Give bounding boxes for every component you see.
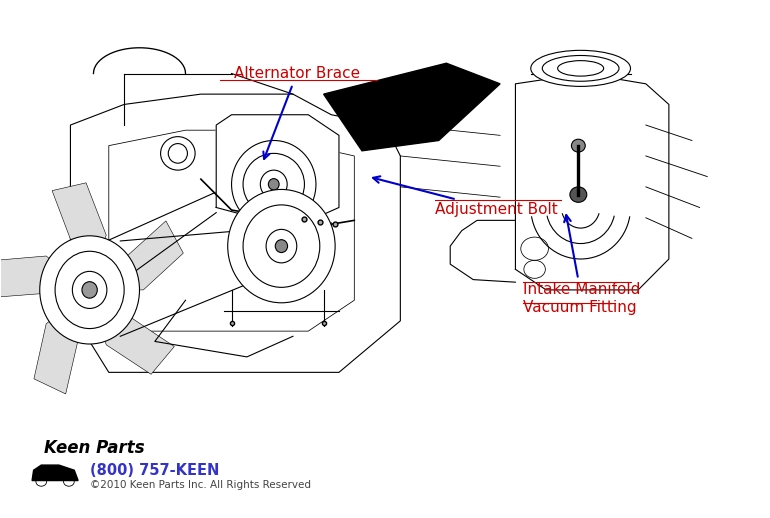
Ellipse shape (36, 477, 47, 486)
Polygon shape (34, 290, 89, 394)
Polygon shape (52, 183, 106, 290)
Polygon shape (216, 115, 339, 228)
Text: Keen Parts: Keen Parts (44, 439, 144, 457)
Polygon shape (70, 94, 400, 372)
Polygon shape (0, 256, 89, 297)
Text: Alternator Brace: Alternator Brace (234, 66, 360, 159)
Ellipse shape (228, 190, 335, 303)
Polygon shape (32, 465, 78, 481)
Ellipse shape (40, 236, 139, 344)
Text: (800) 757-KEEN: (800) 757-KEEN (89, 463, 219, 478)
Ellipse shape (64, 477, 74, 486)
Ellipse shape (571, 139, 585, 152)
Text: Intake Manifold
Vacuum Fitting: Intake Manifold Vacuum Fitting (523, 215, 641, 314)
Text: ©2010 Keen Parts Inc. All Rights Reserved: ©2010 Keen Parts Inc. All Rights Reserve… (89, 480, 310, 490)
Ellipse shape (269, 179, 279, 190)
Polygon shape (515, 74, 669, 290)
Ellipse shape (276, 240, 287, 253)
Polygon shape (323, 63, 500, 151)
Text: Adjustment Bolt: Adjustment Bolt (373, 176, 557, 218)
Ellipse shape (570, 187, 587, 203)
Polygon shape (89, 221, 183, 290)
Polygon shape (89, 290, 174, 375)
Ellipse shape (531, 50, 631, 87)
Ellipse shape (232, 140, 316, 228)
Ellipse shape (82, 282, 97, 298)
